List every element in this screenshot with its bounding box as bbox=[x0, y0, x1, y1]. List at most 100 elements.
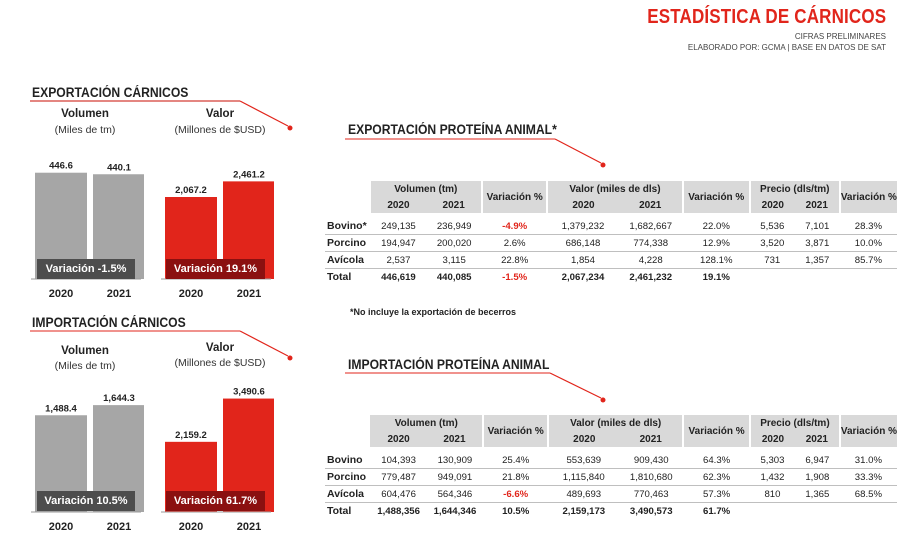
cell: -6.6% bbox=[483, 485, 549, 503]
import-valor-variation-band: Variación 61.7% bbox=[166, 491, 265, 511]
cell: 1,115,840 bbox=[548, 468, 620, 486]
x-tick-label: 2021 bbox=[237, 288, 261, 300]
cell: 68.5% bbox=[839, 485, 897, 503]
import-valor-label: Valor bbox=[205, 342, 235, 354]
row-label: Avícola bbox=[325, 251, 371, 269]
cell: 1,357 bbox=[794, 251, 840, 269]
cell: 1,854 bbox=[547, 251, 619, 269]
cell: 130,909 bbox=[426, 452, 484, 469]
cell: 686,148 bbox=[547, 234, 619, 252]
bar-value-label: 1,488.4 bbox=[45, 403, 77, 414]
cell: 62.3% bbox=[683, 468, 751, 486]
export-volumen-variation-band: Variación -1.5% bbox=[37, 259, 135, 279]
row-label: Porcino bbox=[325, 234, 371, 252]
table-total-row: Total 1,488,356 1,644,346 10.5% 2,159,17… bbox=[325, 503, 897, 520]
cell: 128.1% bbox=[682, 251, 750, 269]
import-table-title: IMPORTACIÓN PROTEÍNA ANIMAL bbox=[348, 357, 550, 372]
bar-value-label: 446.6 bbox=[49, 161, 73, 172]
bar-value-label: 3,490.6 bbox=[233, 387, 265, 398]
export-header-valor: Valor (miles de dls) bbox=[546, 181, 683, 197]
import-year-2020: 2020 bbox=[547, 431, 620, 447]
bar-value-label: 1,644.3 bbox=[103, 393, 135, 404]
cell: 604,476 bbox=[370, 485, 427, 503]
cell: 10.0% bbox=[839, 234, 897, 252]
table-row: Avícola 604,476 564,346 -6.6% 489,693 77… bbox=[325, 485, 897, 503]
row-label: Porcino bbox=[325, 468, 371, 486]
cell: -4.9% bbox=[482, 218, 548, 235]
cell: 731 bbox=[749, 251, 795, 269]
cell: 61.7% bbox=[702, 505, 731, 517]
cell: 104,393 bbox=[370, 452, 427, 469]
export-header-volumen: Volumen (tm) bbox=[370, 181, 483, 197]
export-year-2020: 2020 bbox=[748, 197, 795, 213]
x-tick-label: 2021 bbox=[107, 288, 131, 300]
cell: 249,135 bbox=[370, 218, 427, 235]
import-table: Volumen (tm) Variación % Valor (miles de… bbox=[325, 415, 897, 519]
export-table-title: EXPORTACIÓN PROTEÍNA ANIMAL* bbox=[348, 122, 557, 137]
export-header-precio: Precio (dls/tm) bbox=[748, 181, 840, 197]
bar-value-label: 2,461.2 bbox=[233, 169, 265, 180]
export-year-2021: 2021 bbox=[426, 197, 483, 213]
cell: 553,639 bbox=[548, 452, 620, 469]
import-valor-unit: (Millones de $USD) bbox=[174, 357, 266, 369]
row-label: Bovino* bbox=[325, 218, 371, 235]
cell: 28.3% bbox=[839, 218, 897, 235]
cell: 1,488,356 bbox=[377, 505, 420, 517]
cell: 236,949 bbox=[426, 218, 483, 235]
bar-value-label: 2,159.2 bbox=[175, 430, 207, 441]
import-year-2021: 2021 bbox=[794, 431, 840, 447]
cell: 564,346 bbox=[426, 485, 484, 503]
bar-value-label: 2,067.2 bbox=[175, 185, 207, 196]
cell: 19.1% bbox=[702, 271, 730, 283]
cell: 64.3% bbox=[683, 452, 751, 469]
cell: 22.0% bbox=[682, 218, 750, 235]
cell: 4,228 bbox=[618, 251, 683, 269]
cell: 1,908 bbox=[794, 468, 840, 486]
table-row: Bovino* 249,135 236,949 -4.9% 1,379,232 … bbox=[325, 218, 897, 235]
cell: 25.4% bbox=[483, 452, 549, 469]
cell: 31.0% bbox=[839, 452, 897, 469]
import-header-variation-valor: Variación % bbox=[682, 415, 751, 447]
export-header-variation-volumen: Variación % bbox=[481, 181, 548, 213]
cell: 1,365 bbox=[794, 485, 840, 503]
import-year-2021: 2021 bbox=[426, 431, 484, 447]
x-tick-label: 2021 bbox=[237, 521, 261, 533]
x-tick-label: 2021 bbox=[107, 521, 131, 533]
cell: 2,159,173 bbox=[562, 505, 606, 517]
table-row: Avícola 2,537 3,115 22.8% 1,854 4,228 12… bbox=[325, 251, 897, 269]
cell: 2,537 bbox=[370, 251, 427, 269]
cell: 779,487 bbox=[370, 468, 427, 486]
import-header-volumen: Volumen (tm) bbox=[370, 415, 484, 431]
cell: 949,091 bbox=[426, 468, 484, 486]
cell: 12.9% bbox=[682, 234, 750, 252]
cell: -1.5% bbox=[502, 271, 528, 283]
import-header-variation-volumen: Variación % bbox=[482, 415, 549, 447]
export-header-variation-valor: Variación % bbox=[681, 181, 750, 213]
export-year-2020: 2020 bbox=[370, 197, 427, 213]
cell: 1,644,346 bbox=[433, 505, 477, 517]
import-header-variation-precio: Variación % bbox=[838, 415, 897, 447]
cell: 7,101 bbox=[794, 218, 840, 235]
export-table: Volumen (tm) Variación % Valor (miles de… bbox=[325, 181, 897, 285]
cell: 810 bbox=[750, 485, 795, 503]
x-tick-label: 2020 bbox=[49, 521, 73, 533]
import-volumen-label: Volumen bbox=[61, 345, 109, 357]
row-label: Avícola bbox=[325, 485, 371, 503]
export-volumen-unit: (Miles de tm) bbox=[54, 124, 116, 136]
cell: 446,619 bbox=[381, 271, 416, 283]
cell: 22.8% bbox=[482, 251, 548, 269]
cell: 10.5% bbox=[502, 505, 530, 517]
cell: 5,536 bbox=[749, 218, 795, 235]
export-volumen-label: Volumen bbox=[61, 108, 109, 120]
cell: 1,682,667 bbox=[618, 218, 683, 235]
export-table-note: *No incluye la exportación de becerros bbox=[350, 307, 517, 317]
cell: 5,303 bbox=[750, 452, 795, 469]
x-tick-label: 2020 bbox=[179, 288, 203, 300]
cell: 2,461,232 bbox=[629, 271, 673, 283]
cell: 33.3% bbox=[839, 468, 897, 486]
import-volumen-unit: (Miles de tm) bbox=[54, 360, 116, 372]
x-tick-label: 2020 bbox=[179, 521, 203, 533]
export-volumen-chart: 446.6 2020 440.1 2021 bbox=[31, 161, 144, 300]
cell: 2,067,234 bbox=[561, 271, 605, 283]
cell: 3,871 bbox=[794, 234, 840, 252]
